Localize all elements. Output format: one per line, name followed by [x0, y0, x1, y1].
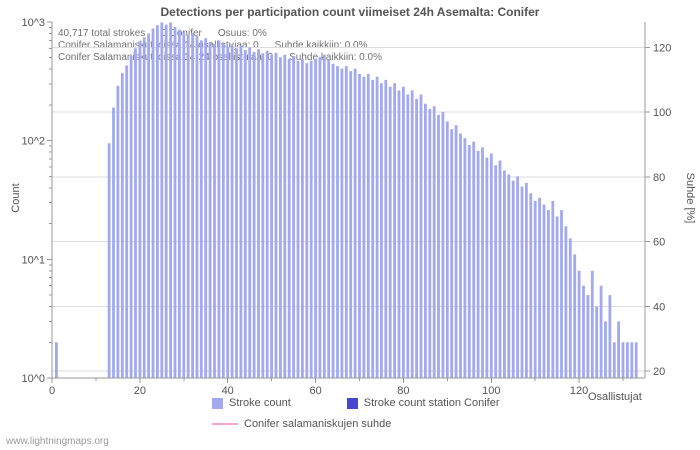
svg-text:40: 40: [653, 301, 665, 313]
svg-text:120: 120: [653, 42, 671, 54]
svg-text:120: 120: [570, 385, 588, 397]
osuus-text: Osuus: 0%: [217, 28, 267, 39]
y-axis-label-count: Count: [10, 183, 22, 213]
legend: Stroke count Stroke count station Conife…: [212, 397, 500, 439]
total-strokes-text: 40,717 total strokes: [58, 28, 146, 39]
svg-text:40: 40: [222, 385, 234, 397]
station-conifer-swatch-icon: [346, 397, 358, 409]
legend-label-station-conifer: Stroke count station Conifer: [363, 397, 500, 409]
svg-text:20: 20: [653, 366, 665, 378]
svg-text:0: 0: [49, 385, 55, 397]
svg-text:80: 80: [397, 385, 409, 397]
x-axis-label-osallistujat: Osallistujat: [588, 391, 642, 403]
legend-row-2: Conifer salamaniskujen suhde: [212, 418, 500, 430]
tick-labels: 10^0 10^1 10^2 10^3 20 40 60 80 100 120 0 20 40 60 80 1…: [21, 17, 671, 397]
svg-text:100: 100: [653, 107, 671, 119]
legend-label-suhde: Conifer salamaniskujen suhde: [244, 418, 392, 430]
legend-item-stroke-count: Stroke count: [212, 397, 291, 409]
svg-text:80: 80: [653, 172, 665, 184]
gridlines: [52, 46, 645, 372]
legend-item-suhde: Conifer salamaniskujen suhde: [212, 418, 391, 430]
stroke-count-bars: [55, 22, 638, 379]
svg-text:60: 60: [309, 385, 321, 397]
suhde-14-text: Suhde kaikkiin: 0.0%: [274, 40, 368, 51]
svg-text:10^3: 10^3: [21, 17, 45, 29]
svg-text:10^2: 10^2: [21, 136, 45, 148]
suhde-line-swatch-icon: [212, 423, 238, 425]
legend-label-stroke-count: Stroke count: [229, 397, 291, 409]
tick-marks: [47, 21, 650, 383]
svg-text:100: 100: [482, 385, 500, 397]
conifer-count-text: 0 Conifer: [161, 28, 202, 39]
watermark-link[interactable]: www.lightningmaps.org: [6, 436, 109, 447]
stroke-count-swatch-icon: [212, 397, 223, 409]
chart-title: Detections per participation count viime…: [160, 5, 540, 19]
svg-text:10^1: 10^1: [21, 254, 45, 266]
y2-axis-label-suhde: Suhde [%]: [684, 172, 696, 224]
legend-item-station-conifer: Stroke count station Conifer: [346, 397, 500, 409]
axis-lines: [51, 22, 646, 379]
svg-text:20: 20: [134, 385, 146, 397]
svg-text:60: 60: [653, 237, 665, 249]
legend-row-1: Stroke count Stroke count station Conife…: [212, 397, 500, 409]
annotation-line-1: 40,717 total strokes 0 Conifer Osuus: 0%: [58, 28, 382, 39]
svg-text:10^0: 10^0: [21, 373, 45, 385]
suhde-14-24-text: Suhde kaikkiin: 0.0%: [289, 52, 382, 63]
